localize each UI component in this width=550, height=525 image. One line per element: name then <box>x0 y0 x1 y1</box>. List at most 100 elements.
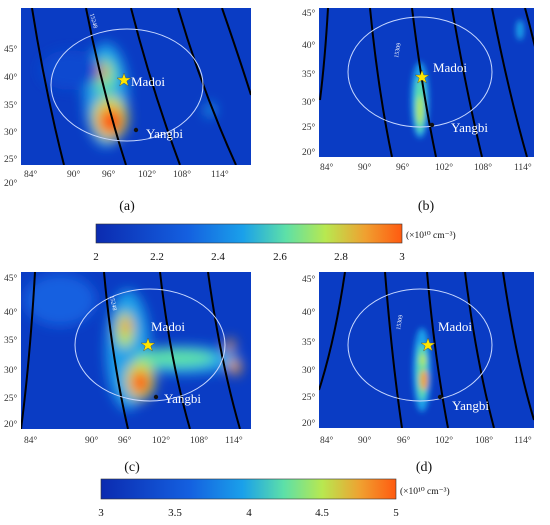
lon-tick: 114° <box>514 162 532 173</box>
lon-tick: 90° <box>85 435 99 446</box>
lat-tick: 45° <box>4 44 18 55</box>
lat-tick: 40° <box>4 72 18 83</box>
panel-a-yangbi-label: Yangbi <box>146 126 183 141</box>
panel-b-orbit-label: 15309 <box>394 43 403 59</box>
lat-tick: 20° <box>302 418 316 429</box>
lon-tick: 90° <box>67 169 81 180</box>
lon-tick: 108° <box>190 435 208 446</box>
panel-b-radius-circle <box>347 16 493 128</box>
madoi-star-icon <box>414 69 430 84</box>
lon-tick: 84° <box>24 169 38 180</box>
panel-c-yangbi-label: Yangbi <box>164 391 201 406</box>
panel-b-yangbi-label: Yangbi <box>451 120 488 135</box>
panel-a-density-map <box>31 8 251 165</box>
colorbar-1: 2 2.2 2.4 2.6 2.8 3 (×10¹⁰ cm⁻³) <box>93 223 456 263</box>
panel-a-orbit-label: 15248 <box>88 13 98 29</box>
lat-tick: 30° <box>4 127 18 138</box>
colorbar-1-unit: (×10¹⁰ cm⁻³) <box>406 230 456 241</box>
yangbi-dot-icon <box>437 394 443 400</box>
panel-d-madoi-label: Madoi <box>438 319 472 334</box>
colorbar-2-tick: 5 <box>393 507 399 519</box>
lat-tick: 20° <box>4 178 18 189</box>
lat-tick: 35° <box>4 335 18 346</box>
panel-d-label: (d) <box>416 460 433 475</box>
lat-tick: 30° <box>302 365 316 376</box>
panel-c-radius-circle <box>74 288 226 402</box>
panel-d-orbit-label: 15309 <box>396 315 405 331</box>
lat-tick: 40° <box>4 307 18 318</box>
lon-tick: 108° <box>475 435 493 446</box>
lat-tick: 40° <box>302 307 316 318</box>
lon-tick: 96° <box>118 435 132 446</box>
colorbar-1-tick: 2.6 <box>273 251 287 263</box>
colorbar-2-bar <box>100 478 397 500</box>
panel-b: 15309 Madoi Yangbi 45° 40° 35° 30° 25° 2… <box>302 8 534 214</box>
lon-tick: 96° <box>396 162 410 173</box>
panel-c-lon-ticks: 84° 90° 96° 102° 108° 114° <box>24 435 243 446</box>
lat-tick: 45° <box>4 273 18 284</box>
lon-tick: 90° <box>358 162 372 173</box>
yangbi-dot-icon <box>153 394 159 400</box>
lat-tick: 25° <box>4 154 18 165</box>
panel-c: 15248 Madoi Yangbi 45° 40° 35° 30° 25° 2… <box>4 272 251 475</box>
lat-tick: 25° <box>302 392 316 403</box>
panel-d-density-map <box>319 272 534 428</box>
colorbar-2: 3 3.5 4 4.5 5 (×10¹⁰ cm⁻³) <box>98 478 450 519</box>
lon-tick: 84° <box>24 435 38 446</box>
lon-tick: 84° <box>320 162 334 173</box>
colorbar-1-tick: 3 <box>399 251 405 263</box>
panel-c-label: (c) <box>124 460 140 475</box>
lat-tick: 40° <box>302 40 316 51</box>
panel-c-orbit-label: 15248 <box>108 295 117 311</box>
lon-tick: 96° <box>102 169 116 180</box>
lat-tick: 25° <box>302 122 316 133</box>
panel-d: 15309 Madoi Yangbi 45° 40° 35° 30° 25° 2… <box>302 272 534 475</box>
lon-tick: 102° <box>138 169 156 180</box>
panel-c-density-map <box>21 272 241 429</box>
panel-d-yangbi-label: Yangbi <box>452 398 489 413</box>
yangbi-dot-icon <box>133 127 139 133</box>
panel-b-label: (b) <box>418 199 435 214</box>
panel-a-madoi-label: Madoi <box>131 74 165 89</box>
colorbar-2-tick: 4 <box>246 507 252 519</box>
yangbi-dot-icon <box>429 122 435 128</box>
lat-tick: 35° <box>302 337 316 348</box>
panel-b-density-map <box>319 8 534 157</box>
lat-tick: 20° <box>4 419 18 430</box>
colorbar-1-tick: 2.4 <box>211 251 225 263</box>
panel-a: 15248 Madoi Yangbi 45° 40° 35° 30° 25° 2… <box>4 8 251 214</box>
lon-tick: 114° <box>225 435 243 446</box>
lon-tick: 114° <box>514 435 532 446</box>
colorbar-2-tick: 4.5 <box>315 507 329 519</box>
lat-tick: 25° <box>4 393 18 404</box>
lat-tick: 20° <box>302 147 316 158</box>
lat-tick: 35° <box>4 100 18 111</box>
lat-tick: 45° <box>302 8 316 19</box>
lon-tick: 108° <box>474 162 492 173</box>
madoi-star-icon <box>116 72 132 87</box>
lat-tick: 30° <box>302 97 316 108</box>
colorbar-1-bar <box>95 223 403 244</box>
lon-tick: 108° <box>173 169 191 180</box>
lon-tick: 96° <box>397 435 411 446</box>
panel-b-lat-ticks: 45° 40° 35° 30° 25° 20° <box>302 8 316 158</box>
lat-tick: 45° <box>302 274 316 285</box>
lon-tick: 84° <box>320 435 334 446</box>
panel-d-radius-circle <box>347 288 493 402</box>
panel-d-lat-ticks: 45° 40° 35° 30° 25° 20° <box>302 274 316 429</box>
lon-tick: 90° <box>358 435 372 446</box>
lon-tick: 102° <box>435 162 453 173</box>
colorbar-1-tick: 2.8 <box>334 251 348 263</box>
panel-a-lon-ticks: 84° 90° 96° 102° 108° 114° <box>24 169 229 180</box>
lat-tick: 35° <box>302 69 316 80</box>
colorbar-1-tick: 2.2 <box>150 251 164 263</box>
panel-d-lon-ticks: 84° 90° 96° 102° 108° 114° <box>320 435 532 446</box>
lon-tick: 102° <box>152 435 170 446</box>
panel-a-lat-ticks: 45° 40° 35° 30° 25° 20° <box>4 44 18 189</box>
colorbar-2-tick: 3.5 <box>168 507 182 519</box>
panel-b-lon-ticks: 84° 90° 96° 102° 108° 114° <box>320 162 532 173</box>
lon-tick: 114° <box>211 169 229 180</box>
panel-c-lat-ticks: 45° 40° 35° 30° 25° 20° <box>4 273 18 430</box>
lat-tick: 30° <box>4 365 18 376</box>
